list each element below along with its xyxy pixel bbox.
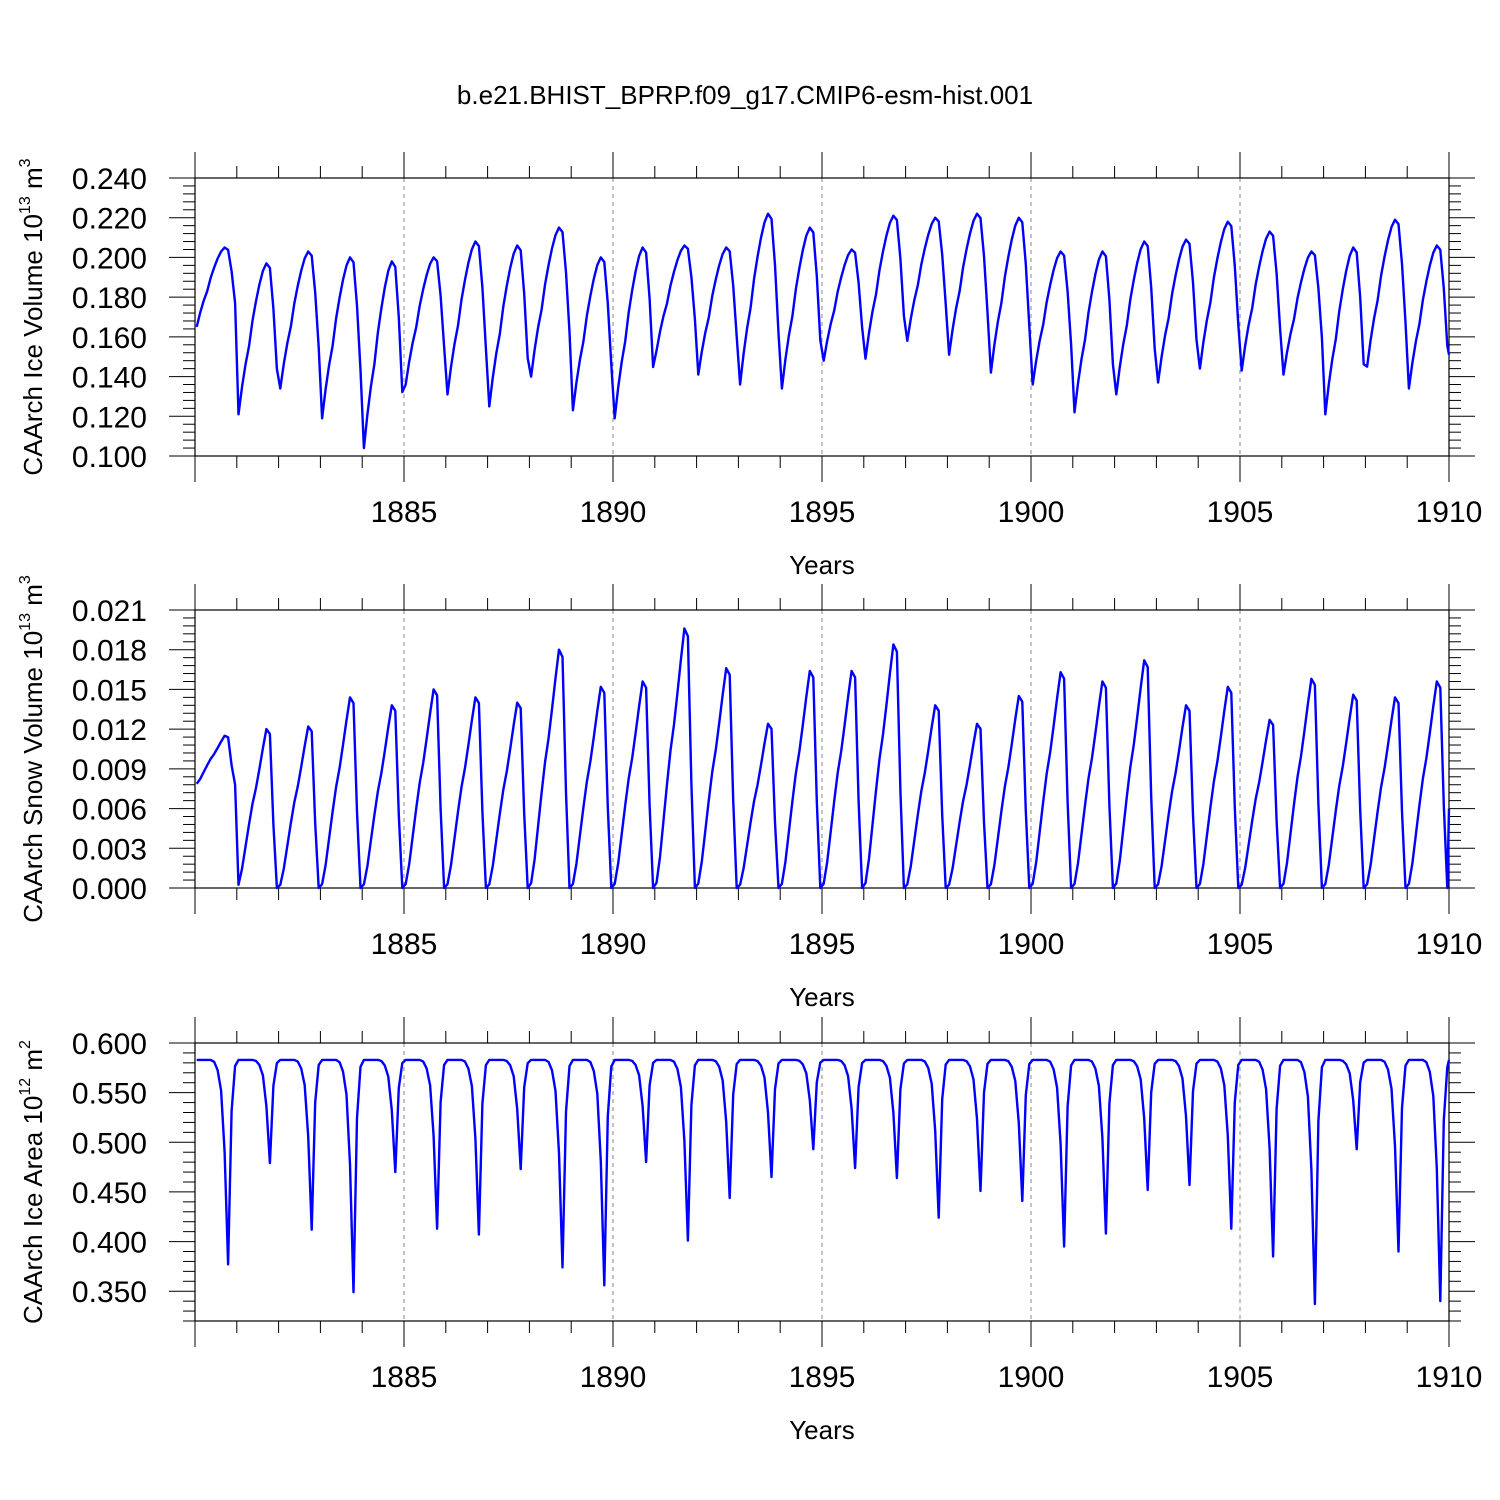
snow-volume-x-tick-label-1905: 1905 — [1207, 928, 1274, 961]
ice-area-series-line — [196, 1058, 1451, 1306]
ice-area-y-tick-label-0.600: 0.600 — [72, 1028, 147, 1061]
ice-area-y-label-unit-exp: 2 — [17, 1040, 34, 1049]
ice-volume-x-tick-label-1910: 1910 — [1416, 496, 1483, 529]
ice-volume-y-label-exp: 13 — [17, 196, 34, 214]
ice-area-y-label-unit: m — [18, 1049, 48, 1078]
snow-volume-y-label-exp: 13 — [17, 613, 34, 631]
ice-area-x-label: Years — [789, 1415, 855, 1445]
ice-area-y-tick-label-0.350: 0.350 — [72, 1276, 147, 1309]
snow-volume-y-tick-label-0.003: 0.003 — [72, 833, 147, 866]
ice-volume-x-tick-label-1895: 1895 — [789, 496, 856, 529]
ice-volume-x-label: Years — [789, 550, 855, 580]
ice-area-x-tick-label-1895: 1895 — [789, 1361, 856, 1394]
ice-area-x-tick-label-1900: 1900 — [998, 1361, 1065, 1394]
snow-volume-y-tick-label-0.012: 0.012 — [72, 714, 147, 747]
snow-volume-y-label-unit-exp: 3 — [17, 575, 34, 584]
snow-volume-y-label-unit: m — [18, 584, 48, 613]
ice-area-y-tick-label-0.400: 0.400 — [72, 1227, 147, 1260]
snow-volume-y-tick-label-0.006: 0.006 — [72, 794, 147, 827]
ice-area-panel: Years CAArch Ice Area 1012 m2 1885 1890 18… — [17, 1017, 1482, 1445]
ice-volume-y-tick-label-0.200: 0.200 — [72, 242, 147, 275]
ice-area-y-label-exp: 12 — [17, 1078, 34, 1096]
ice-area-y-tick-label-0.450: 0.450 — [72, 1177, 147, 1210]
snow-volume-y-tick-label-0.018: 0.018 — [72, 635, 147, 668]
ice-volume-x-tick-label-1885: 1885 — [371, 496, 438, 529]
ice-volume-y-tick-label-0.180: 0.180 — [72, 282, 147, 315]
ice-volume-y-label: CAArch Ice Volume 1013 m3 — [17, 158, 48, 475]
ice-area-y-label: CAArch Ice Area 1012 m2 — [17, 1040, 48, 1324]
snow-volume-y-tick-label-0.021: 0.021 — [72, 595, 147, 628]
snow-volume-panel: Years CAArch Snow Volume 1013 m3 1885 189… — [17, 575, 1482, 1012]
ice-volume-y-tick-label-0.100: 0.100 — [72, 441, 147, 474]
snow-volume-y-label: CAArch Snow Volume 1013 m3 — [17, 575, 48, 923]
snow-volume-y-label-text: CAArch Snow Volume 10 — [18, 631, 48, 923]
chart-title: b.e21.BHIST_BPRP.f09_g17.CMIP6-esm-hist.… — [457, 80, 1033, 110]
ice-volume-x-tick-label-1905: 1905 — [1207, 496, 1274, 529]
snow-volume-series-line — [195, 627, 1451, 890]
ice-area-y-tick-label-0.500: 0.500 — [72, 1127, 147, 1160]
snow-volume-y-tick-label-0.000: 0.000 — [72, 873, 147, 906]
ice-volume-y-tick-label-0.220: 0.220 — [72, 203, 147, 236]
ice-volume-y-label-unit-exp: 3 — [17, 158, 34, 167]
snow-volume-x-tick-label-1910: 1910 — [1416, 928, 1483, 961]
ice-area-x-tick-label-1905: 1905 — [1207, 1361, 1274, 1394]
ice-volume-y-label-unit: m — [18, 167, 48, 196]
snow-volume-x-tick-label-1890: 1890 — [580, 928, 647, 961]
ice-area-x-tick-label-1885: 1885 — [371, 1361, 438, 1394]
ice-volume-y-tick-label-0.120: 0.120 — [72, 401, 147, 434]
snow-volume-x-tick-label-1885: 1885 — [371, 928, 438, 961]
ice-volume-series-line — [195, 212, 1451, 450]
snow-volume-x-label: Years — [789, 982, 855, 1012]
ice-area-y-label-text: CAArch Ice Area 10 — [18, 1096, 48, 1324]
ice-volume-x-tick-label-1890: 1890 — [580, 496, 647, 529]
snow-volume-y-tick-label-0.015: 0.015 — [72, 674, 147, 707]
snow-volume-x-tick-label-1900: 1900 — [998, 928, 1065, 961]
ice-volume-y-tick-label-0.160: 0.160 — [72, 322, 147, 355]
ice-volume-x-tick-label-1900: 1900 — [998, 496, 1065, 529]
snow-volume-x-tick-label-1895: 1895 — [789, 928, 856, 961]
ice-area-y-tick-label-0.550: 0.550 — [72, 1078, 147, 1111]
ice-volume-y-tick-label-0.240: 0.240 — [72, 163, 147, 196]
snow-volume-y-tick-label-0.009: 0.009 — [72, 754, 147, 787]
ice-volume-panel: Years CAArch Ice Volume 1013 m3 1885 1890… — [17, 152, 1482, 580]
ice-area-x-tick-label-1890: 1890 — [580, 1361, 647, 1394]
ice-volume-y-label-text: CAArch Ice Volume 10 — [18, 214, 48, 476]
ice-area-x-tick-label-1910: 1910 — [1416, 1361, 1483, 1394]
ice-volume-y-tick-label-0.140: 0.140 — [72, 362, 147, 395]
